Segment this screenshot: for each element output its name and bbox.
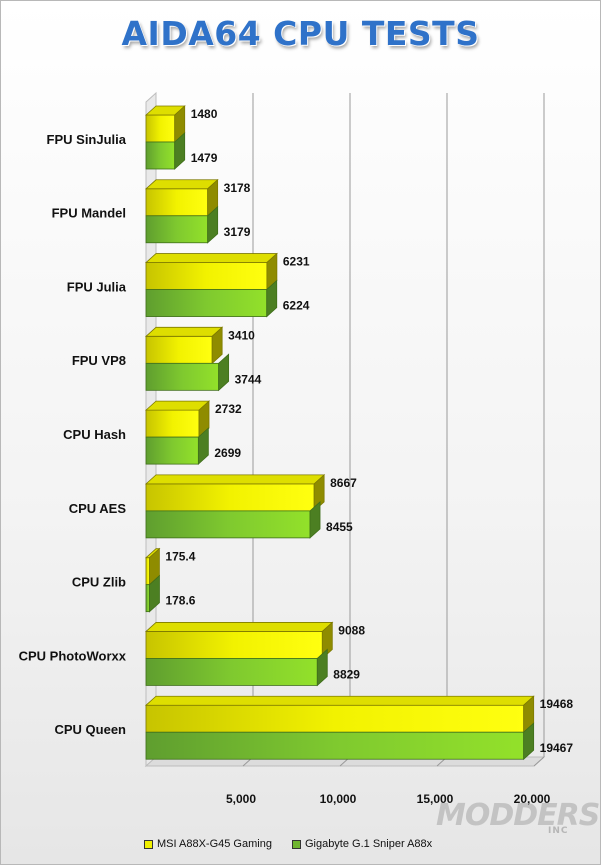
bar — [145, 215, 209, 244]
bar-value-label: 6231 — [283, 255, 310, 269]
bar-side — [211, 326, 223, 365]
bar-top — [144, 400, 211, 411]
bar-top — [144, 326, 224, 337]
bar-value-label: 2732 — [215, 402, 242, 416]
legend-item-gigabyte: Gigabyte G.1 Sniper A88x — [291, 838, 433, 850]
bar-value-label: 2699 — [214, 446, 241, 460]
bar-value-label: 19468 — [540, 697, 574, 711]
bar-side — [198, 400, 210, 439]
bar-side — [266, 279, 278, 318]
bar-side — [149, 574, 160, 613]
bar-side — [523, 722, 535, 761]
bar-value-label: 8667 — [330, 476, 357, 490]
bar-value-label: 6224 — [283, 299, 310, 313]
labels-layer: 5,000 10,000 15,000 20,000 FPU SinJulia 1480 1… — [19, 107, 574, 806]
bar — [145, 704, 525, 733]
legend-label: Gigabyte G.1 Sniper A88x — [304, 838, 433, 850]
bar — [145, 436, 199, 465]
bar-top — [144, 695, 535, 706]
bar — [145, 188, 209, 217]
legend-swatch-green — [291, 839, 301, 849]
bars-layer — [144, 105, 535, 761]
bar — [145, 483, 315, 512]
bar-top — [144, 622, 334, 632]
bar — [145, 631, 323, 659]
category-label: CPU Hash — [63, 427, 126, 442]
bar-value-label: 8829 — [333, 667, 360, 681]
bar-value-label: 19467 — [540, 741, 574, 755]
bar-value-label: 1479 — [191, 151, 218, 165]
bar-value-label: 175.4 — [165, 550, 195, 564]
category-label: FPU Julia — [67, 279, 127, 294]
bar-value-label: 3744 — [235, 372, 262, 386]
bar-side — [207, 205, 219, 244]
legend-item-msi: MSI A88X-G45 Gaming — [144, 838, 272, 850]
bar-value-label: 9088 — [338, 623, 365, 637]
bar — [145, 731, 525, 760]
bar — [145, 114, 176, 143]
legend-swatch-yellow — [144, 839, 153, 849]
bar-side — [316, 648, 328, 687]
x-tick-label: 5,000 — [226, 792, 256, 806]
legend-label: MSI A88X-G45 Gaming — [157, 838, 272, 850]
category-label: FPU Mandel — [52, 206, 126, 221]
category-label: FPU VP8 — [72, 353, 126, 368]
category-label: CPU AES — [69, 501, 127, 516]
bar — [145, 262, 268, 290]
chart-title: AIDA64 CPU TESTS — [121, 14, 480, 53]
bar-value-label: 8455 — [326, 520, 353, 534]
bar — [145, 289, 268, 317]
watermark-text: MODDERS — [436, 798, 600, 833]
bar-side — [309, 500, 321, 539]
bar-value-label: 178.6 — [165, 594, 195, 608]
bar-side — [321, 621, 333, 660]
watermark-logo: MODDERS INC — [436, 798, 600, 838]
bar-top — [144, 179, 219, 190]
category-label: CPU Zlib — [72, 575, 126, 590]
bar-side — [313, 473, 325, 512]
x-tick-label: 15,000 — [417, 792, 454, 806]
bar-top — [144, 474, 326, 485]
bar — [145, 510, 311, 539]
category-label: FPU SinJulia — [47, 132, 127, 147]
category-label: CPU Queen — [54, 722, 126, 737]
bar — [145, 335, 213, 364]
x-tick-label: 10,000 — [320, 792, 357, 806]
bar — [145, 584, 150, 613]
bar-value-label: 3410 — [228, 328, 255, 342]
bar — [145, 141, 176, 170]
category-label: CPU PhotoWorxx — [19, 648, 127, 663]
bar — [145, 658, 318, 686]
bar — [145, 409, 200, 438]
bar-value-label: 3179 — [224, 225, 251, 239]
bar-value-label: 3178 — [224, 181, 251, 195]
bar-side — [197, 427, 209, 466]
bar-top — [144, 253, 278, 263]
watermark-sub: INC — [548, 826, 569, 836]
bar-side — [218, 353, 230, 392]
bar-side — [174, 132, 186, 170]
legend: MSI A88X-G45 Gaming Gigabyte G.1 Sniper … — [144, 836, 452, 852]
x-tick-label: 20,000 — [514, 792, 551, 806]
bar — [145, 557, 150, 586]
bar-value-label: 1480 — [191, 107, 218, 121]
bar — [145, 362, 220, 391]
gridline-floor — [533, 756, 545, 767]
